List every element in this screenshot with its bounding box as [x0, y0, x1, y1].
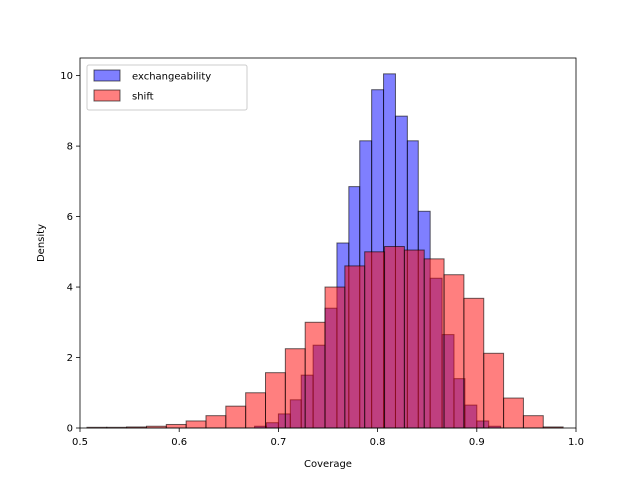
- legend-box: [86, 64, 248, 111]
- y-tick-label: 10: [60, 71, 73, 82]
- x-tick-label: 0.6: [171, 437, 187, 448]
- y-axis-ticks: 0 2 4 6 8 10: [60, 71, 80, 435]
- bar-shift-11: [304, 321, 326, 429]
- x-axis-label: Coverage: [304, 459, 352, 470]
- bar-shift-16: [403, 249, 425, 429]
- bar-shift-17: [423, 258, 445, 429]
- y-tick-label: 6: [67, 212, 73, 223]
- bar-shift-21: [503, 397, 524, 429]
- bar-shift-6: [205, 415, 227, 429]
- y-tick-label: 8: [67, 142, 73, 153]
- bar-shift-5: [185, 420, 207, 429]
- bar-shift-7: [225, 405, 247, 429]
- x-axis-ticks: 0.5 0.6 0.7 0.8 0.9 1.0: [72, 428, 584, 448]
- x-tick-label: 0.7: [270, 437, 286, 448]
- bar-shift-8: [245, 392, 267, 429]
- y-axis-label: Density: [36, 224, 47, 262]
- bar-shift-22: [522, 415, 544, 429]
- y-tick-label: 0: [67, 424, 73, 435]
- y-tick-label: 2: [67, 353, 73, 364]
- bar-shift-19: [463, 297, 485, 429]
- bar-shift-15: [384, 246, 405, 429]
- bar-shift-9: [265, 372, 286, 429]
- bar-shift-20: [483, 352, 505, 429]
- y-tick-label: 4: [67, 283, 73, 294]
- bar-shift-10: [284, 348, 306, 429]
- bar-shift-12: [324, 286, 346, 429]
- x-tick-label: 0.9: [469, 437, 485, 448]
- bar-shift-4: [165, 423, 187, 429]
- legend-swatch-shift: [93, 89, 121, 102]
- legend-label-shift: shift: [132, 92, 154, 103]
- bar-shift-14: [364, 251, 386, 429]
- x-tick-label: 1.0: [568, 437, 584, 448]
- legend: exchangeability shift: [86, 64, 248, 111]
- bar-shift-18: [443, 274, 465, 429]
- legend-swatch-exchangeability: [93, 69, 121, 82]
- axes-frame: [79, 57, 577, 429]
- legend-label-exchangeability: exchangeability: [132, 72, 211, 83]
- x-tick-label: 0.8: [370, 437, 386, 448]
- x-tick-label: 0.5: [72, 437, 88, 448]
- bar-shift-13: [344, 265, 366, 429]
- series-shift: [86, 246, 564, 429]
